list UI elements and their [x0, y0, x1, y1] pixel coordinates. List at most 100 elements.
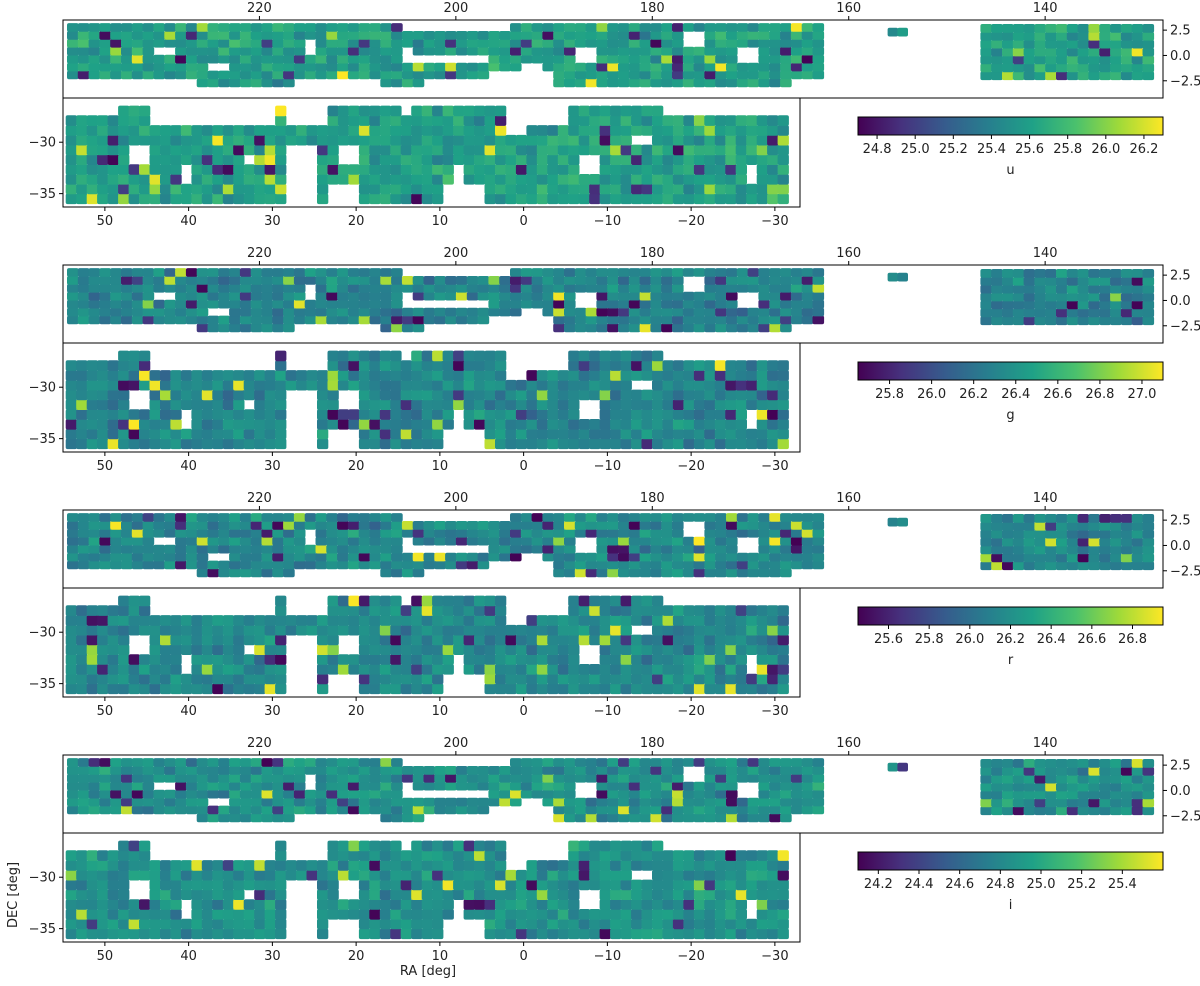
- equatorial-tile: [196, 568, 209, 578]
- southern-tile: [652, 105, 664, 117]
- equatorial-tile: [672, 31, 684, 40]
- southern-tile: [495, 918, 507, 930]
- equatorial-tile: [250, 560, 263, 570]
- southern-tile: [107, 860, 119, 871]
- equatorial-tile: [67, 528, 79, 538]
- southern-tile: [149, 379, 161, 391]
- equatorial-tile: [618, 307, 630, 317]
- southern-tile: [620, 409, 632, 420]
- equatorial-tile: [1023, 529, 1036, 539]
- southern-tile: [589, 683, 601, 695]
- equatorial-tile: [520, 276, 533, 285]
- equatorial-tile: [218, 283, 230, 293]
- equatorial-tile: [283, 31, 295, 40]
- southern-tile: [714, 654, 727, 665]
- equatorial-tile: [88, 23, 101, 32]
- southern-tile: [672, 869, 685, 881]
- equatorial-tile: [261, 813, 274, 823]
- southern-tile: [557, 389, 570, 401]
- southern-tile: [400, 134, 412, 146]
- equatorial-tile: [142, 283, 155, 293]
- southern-tile: [160, 399, 172, 410]
- equatorial-tile: [1066, 545, 1079, 555]
- equatorial-tile: [477, 521, 490, 530]
- southern-tile: [233, 615, 245, 626]
- southern-tile: [358, 399, 371, 410]
- southern-tile: [390, 428, 402, 440]
- equatorial-tile: [99, 307, 111, 317]
- equatorial-tile: [175, 789, 187, 799]
- southern-x-tick-label: 10: [432, 949, 449, 964]
- southern-tile: [348, 850, 360, 861]
- colorbar-i: 24.2 24.4 24.6 24.8 25.0 25.2 25.4i: [857, 851, 1164, 913]
- equatorial-tile: [67, 513, 79, 522]
- equatorial-tile: [99, 291, 111, 301]
- southern-tile: [714, 438, 727, 450]
- equatorial-tile: [682, 758, 695, 767]
- equatorial-tile: [445, 46, 457, 56]
- equatorial-tile: [391, 54, 403, 64]
- southern-tile: [578, 183, 590, 195]
- equatorial-tile: [218, 276, 230, 285]
- southern-tile: [641, 183, 653, 195]
- southern-tile: [337, 664, 350, 675]
- equatorial-tile: [812, 315, 825, 325]
- southern-tile: [296, 125, 308, 136]
- southern-tile: [149, 869, 161, 881]
- equatorial-tile: [218, 291, 230, 301]
- equatorial-tile: [1131, 24, 1144, 33]
- equatorial-tile: [412, 536, 425, 546]
- southern-tile: [432, 193, 444, 205]
- southern-tile: [149, 174, 161, 185]
- equatorial-tile: [628, 268, 641, 277]
- southern-tile: [212, 615, 224, 626]
- equatorial-tile: [553, 813, 565, 823]
- southern-tile: [474, 419, 486, 430]
- equatorial-tile: [1023, 798, 1036, 808]
- equatorial-tile: [801, 315, 814, 325]
- equatorial-tile: [661, 268, 673, 277]
- equatorial-tile: [99, 521, 111, 530]
- equatorial-tile: [574, 307, 587, 317]
- equatorial-tile: [682, 54, 695, 64]
- equatorial-tile: [488, 54, 500, 64]
- southern-tile: [641, 615, 653, 626]
- southern-tile: [128, 654, 140, 665]
- southern-tile: [400, 683, 412, 695]
- equatorial-tile: [77, 544, 90, 554]
- colorbar-tick-label: 25.0: [901, 142, 930, 157]
- equatorial-tile: [747, 568, 760, 578]
- equatorial-tile: [121, 521, 133, 530]
- equatorial-tile: [337, 773, 349, 783]
- equatorial-tile: [980, 276, 992, 286]
- southern-tile: [118, 438, 130, 450]
- equatorial-tile: [401, 521, 414, 530]
- southern-tile: [725, 889, 737, 900]
- equatorial-tile: [812, 805, 825, 815]
- southern-tile: [453, 350, 465, 362]
- equatorial-tile: [596, 46, 608, 56]
- equatorial-tile: [347, 536, 360, 546]
- equatorial-tile: [326, 54, 338, 64]
- southern-tile: [515, 644, 528, 655]
- equatorial-tile: [121, 758, 133, 767]
- southern-tile: [714, 115, 727, 126]
- equatorial-tile: [769, 70, 781, 80]
- equatorial-tile: [293, 528, 306, 538]
- equatorial-tile: [477, 46, 490, 56]
- equatorial-tile: [1002, 308, 1014, 318]
- southern-tile: [620, 419, 632, 430]
- southern-tile: [400, 615, 412, 626]
- southern-tile: [390, 899, 402, 910]
- equatorial-tile: [131, 54, 144, 64]
- colorbar-tick-label: 25.2: [1067, 877, 1096, 892]
- equatorial-tile: [272, 323, 284, 333]
- equatorial-tile: [283, 276, 295, 285]
- equatorial-tile: [758, 323, 770, 333]
- equatorial-tile: [801, 276, 814, 285]
- equatorial-tile: [239, 268, 252, 277]
- southern-tile: [725, 899, 737, 910]
- southern-tile: [526, 164, 538, 175]
- southern-tile: [76, 438, 88, 450]
